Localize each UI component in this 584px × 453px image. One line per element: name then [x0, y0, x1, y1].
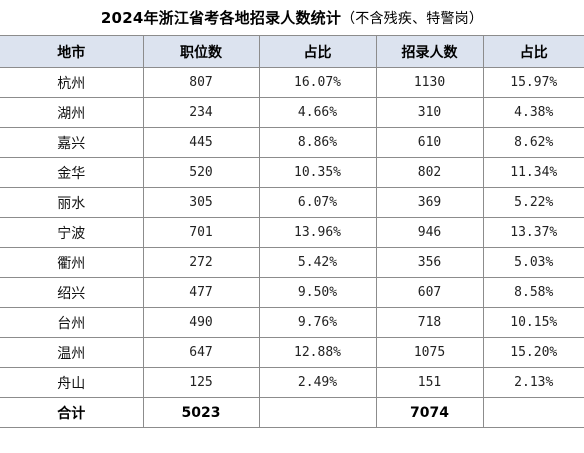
hires-pct-cell: 5.03%: [482, 247, 584, 278]
city-cell: 衢州: [0, 247, 144, 278]
hires-pct-cell: 4.38%: [482, 97, 584, 128]
title-note: （不含残疾、特警岗）: [341, 11, 484, 27]
total-hires-pct: [482, 397, 584, 428]
table-row: 绍兴 477 9.50% 607 8.58%: [0, 277, 584, 308]
positions-cell: 477: [142, 277, 260, 308]
table-row: 湖州 234 4.66% 310 4.38%: [0, 97, 584, 128]
total-row: 合计 5023 7074: [0, 397, 584, 428]
positions-cell: 125: [142, 367, 260, 398]
hires-cell: 718: [375, 307, 484, 338]
positions-pct-cell: 10.35%: [258, 157, 377, 188]
total-positions-pct: [258, 397, 377, 428]
city-cell: 丽水: [0, 187, 144, 218]
total-label: 合计: [0, 397, 144, 428]
positions-pct-cell: 8.86%: [258, 127, 377, 158]
column-header-positions-pct: 占比: [258, 35, 377, 68]
positions-pct-cell: 6.07%: [258, 187, 377, 218]
hires-cell: 310: [375, 97, 484, 128]
table-title: 2024年浙江省考各地招录人数统计（不含残疾、特警岗）: [0, 0, 584, 35]
hires-cell: 1130: [375, 67, 484, 98]
positions-cell: 234: [142, 97, 260, 128]
positions-cell: 305: [142, 187, 260, 218]
positions-pct-cell: 2.49%: [258, 367, 377, 398]
positions-pct-cell: 9.76%: [258, 307, 377, 338]
hires-pct-cell: 13.37%: [482, 217, 584, 248]
positions-cell: 445: [142, 127, 260, 158]
recruitment-table: 地市 职位数 占比 招录人数 占比 杭州 807 16.07% 1130 15.97% 湖…: [0, 35, 584, 428]
city-cell: 台州: [0, 307, 144, 338]
table-row: 金华 520 10.35% 802 11.34%: [0, 157, 584, 188]
hires-cell: 802: [375, 157, 484, 188]
city-cell: 温州: [0, 337, 144, 368]
table-row: 杭州 807 16.07% 1130 15.97%: [0, 67, 584, 98]
hires-pct-cell: 2.13%: [482, 367, 584, 398]
city-cell: 绍兴: [0, 277, 144, 308]
city-cell: 湖州: [0, 97, 144, 128]
hires-pct-cell: 10.15%: [482, 307, 584, 338]
column-header-hires-pct: 占比: [482, 35, 584, 68]
table-row: 衢州 272 5.42% 356 5.03%: [0, 247, 584, 278]
positions-cell: 807: [142, 67, 260, 98]
positions-pct-cell: 5.42%: [258, 247, 377, 278]
positions-cell: 701: [142, 217, 260, 248]
positions-cell: 272: [142, 247, 260, 278]
positions-cell: 490: [142, 307, 260, 338]
hires-cell: 610: [375, 127, 484, 158]
column-header-city: 地市: [0, 35, 144, 68]
hires-cell: 356: [375, 247, 484, 278]
table-row: 舟山 125 2.49% 151 2.13%: [0, 367, 584, 398]
hires-pct-cell: 11.34%: [482, 157, 584, 188]
title-main: 2024年浙江省考各地招录人数统计: [100, 9, 342, 27]
hires-pct-cell: 15.20%: [482, 337, 584, 368]
total-positions: 5023: [142, 397, 260, 428]
positions-cell: 520: [142, 157, 260, 188]
hires-pct-cell: 15.97%: [482, 67, 584, 98]
positions-pct-cell: 13.96%: [258, 217, 377, 248]
city-cell: 金华: [0, 157, 144, 188]
total-hires: 7074: [375, 397, 484, 428]
table-row: 丽水 305 6.07% 369 5.22%: [0, 187, 584, 218]
positions-pct-cell: 9.50%: [258, 277, 377, 308]
positions-pct-cell: 12.88%: [258, 337, 377, 368]
city-cell: 宁波: [0, 217, 144, 248]
positions-pct-cell: 16.07%: [258, 67, 377, 98]
positions-cell: 647: [142, 337, 260, 368]
hires-cell: 946: [375, 217, 484, 248]
header-row: 地市 职位数 占比 招录人数 占比: [0, 35, 584, 68]
city-cell: 嘉兴: [0, 127, 144, 158]
table-row: 温州 647 12.88% 1075 15.20%: [0, 337, 584, 368]
hires-cell: 607: [375, 277, 484, 308]
table-body: 杭州 807 16.07% 1130 15.97% 湖州 234 4.66% 310 4.38% 嘉…: [0, 67, 584, 398]
column-header-positions: 职位数: [142, 35, 260, 68]
hires-cell: 151: [375, 367, 484, 398]
hires-cell: 1075: [375, 337, 484, 368]
hires-pct-cell: 8.62%: [482, 127, 584, 158]
city-cell: 舟山: [0, 367, 144, 398]
column-header-hires: 招录人数: [375, 35, 484, 68]
hires-cell: 369: [375, 187, 484, 218]
table-row: 嘉兴 445 8.86% 610 8.62%: [0, 127, 584, 158]
table-row: 宁波 701 13.96% 946 13.37%: [0, 217, 584, 248]
table-row: 台州 490 9.76% 718 10.15%: [0, 307, 584, 338]
hires-pct-cell: 8.58%: [482, 277, 584, 308]
city-cell: 杭州: [0, 67, 144, 98]
positions-pct-cell: 4.66%: [258, 97, 377, 128]
hires-pct-cell: 5.22%: [482, 187, 584, 218]
